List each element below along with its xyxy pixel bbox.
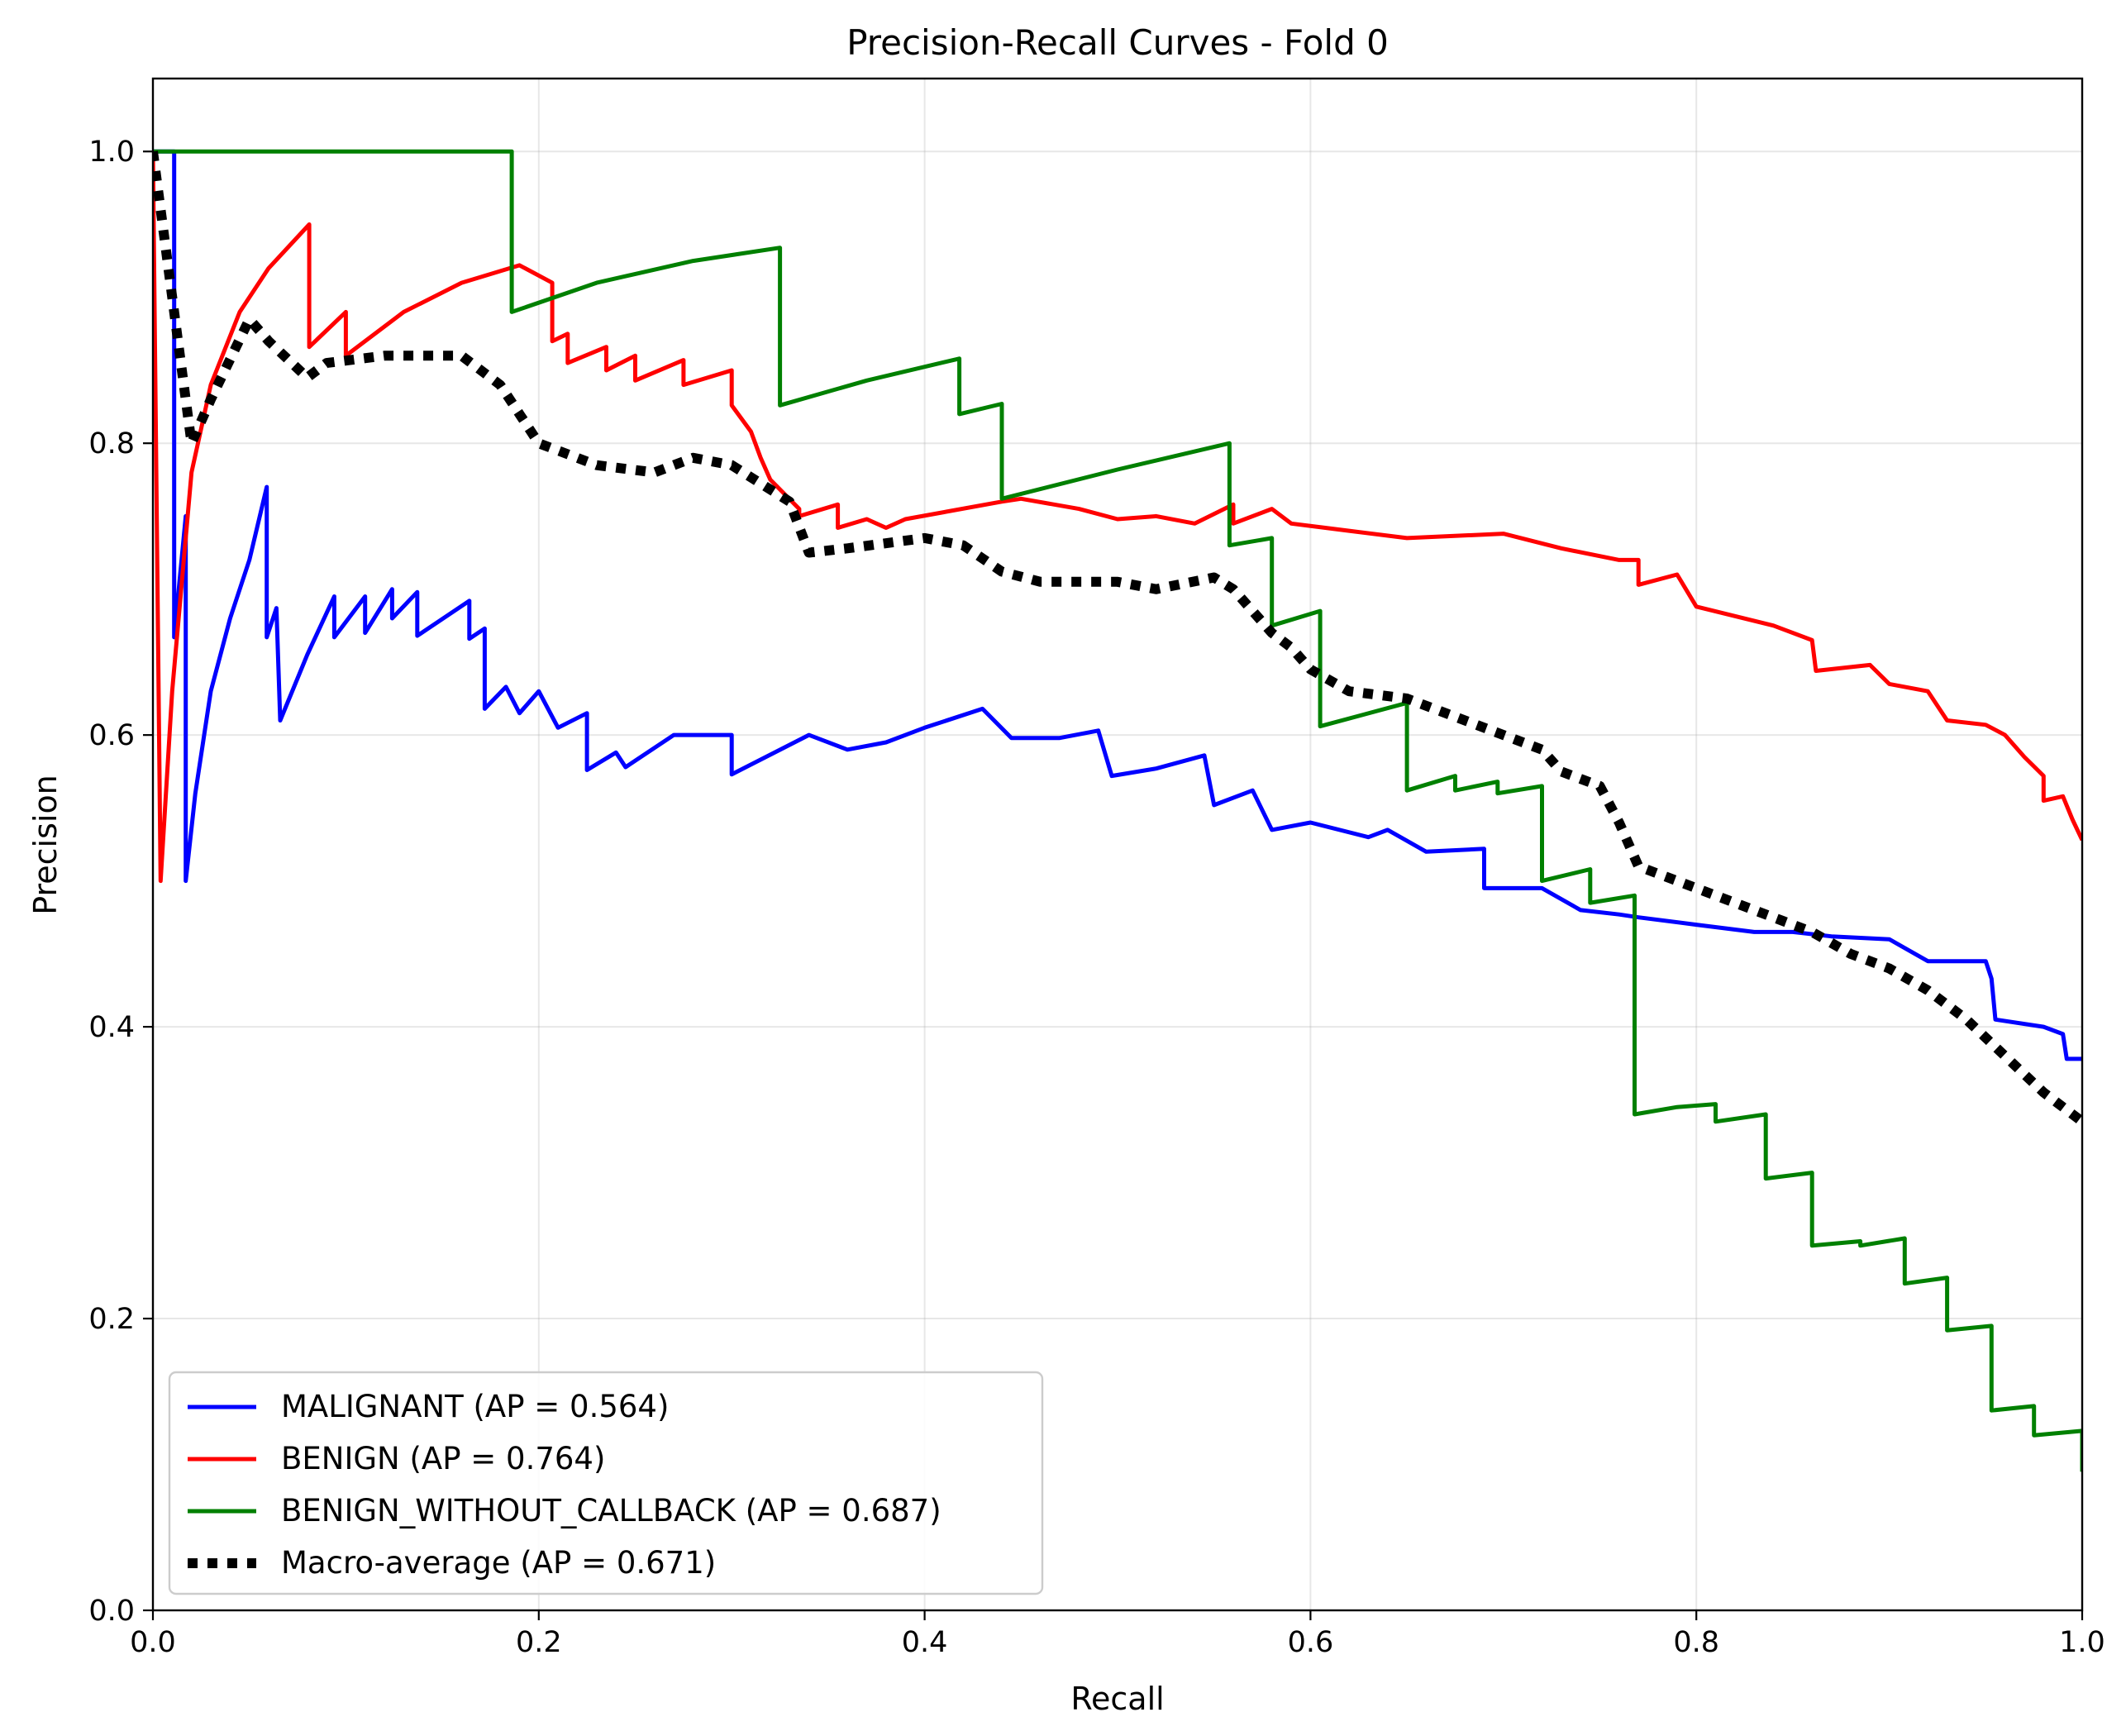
legend-box bbox=[168, 1371, 1044, 1595]
x-tick-label: 0.8 bbox=[1673, 1626, 1719, 1659]
series-line-1 bbox=[153, 151, 2082, 884]
y-tick-label: 1.0 bbox=[88, 136, 135, 169]
series-line-0 bbox=[153, 149, 2082, 1061]
x-axis-label: Recall bbox=[1070, 1681, 1164, 1717]
y-axis: 0.0 0.2 0.4 0.6 0.8 1.0 bbox=[88, 136, 153, 1628]
legend-label-2: BENIGN_WITHOUT_CALLBACK (AP = 0.687) bbox=[281, 1493, 941, 1529]
y-tick-label: 0.6 bbox=[88, 719, 135, 752]
y-tick-label: 0.8 bbox=[88, 427, 135, 460]
x-axis: 0.0 0.2 0.4 0.6 0.8 1.0 bbox=[130, 1610, 2105, 1659]
y-tick-label: 0.4 bbox=[88, 1011, 135, 1044]
x-tick-label: 0.4 bbox=[902, 1626, 948, 1659]
legend-label-3: Macro-average (AP = 0.671) bbox=[281, 1545, 716, 1581]
x-tick-label: 0.0 bbox=[130, 1626, 176, 1659]
chart-title: Precision-Recall Curves - Fold 0 bbox=[846, 22, 1389, 63]
grid-lines bbox=[152, 79, 2083, 1611]
series-line-2 bbox=[153, 149, 2082, 1472]
plot-frame bbox=[151, 77, 2084, 1612]
y-tick-label: 0.0 bbox=[88, 1595, 135, 1628]
series-layer bbox=[153, 149, 2082, 1472]
legend-label-1: BENIGN (AP = 0.764) bbox=[281, 1441, 605, 1476]
x-tick-label: 1.0 bbox=[2059, 1626, 2105, 1659]
legend: MALIGNANT (AP = 0.564) BENIGN (AP = 0.764… bbox=[168, 1371, 1044, 1595]
x-tick-label: 0.6 bbox=[1288, 1626, 1334, 1659]
legend-label-0: MALIGNANT (AP = 0.564) bbox=[281, 1389, 669, 1424]
series-line-3 bbox=[153, 150, 2082, 1126]
y-axis-label: Precision bbox=[27, 775, 64, 915]
y-tick-label: 0.2 bbox=[88, 1303, 135, 1336]
x-tick-label: 0.2 bbox=[516, 1626, 562, 1659]
